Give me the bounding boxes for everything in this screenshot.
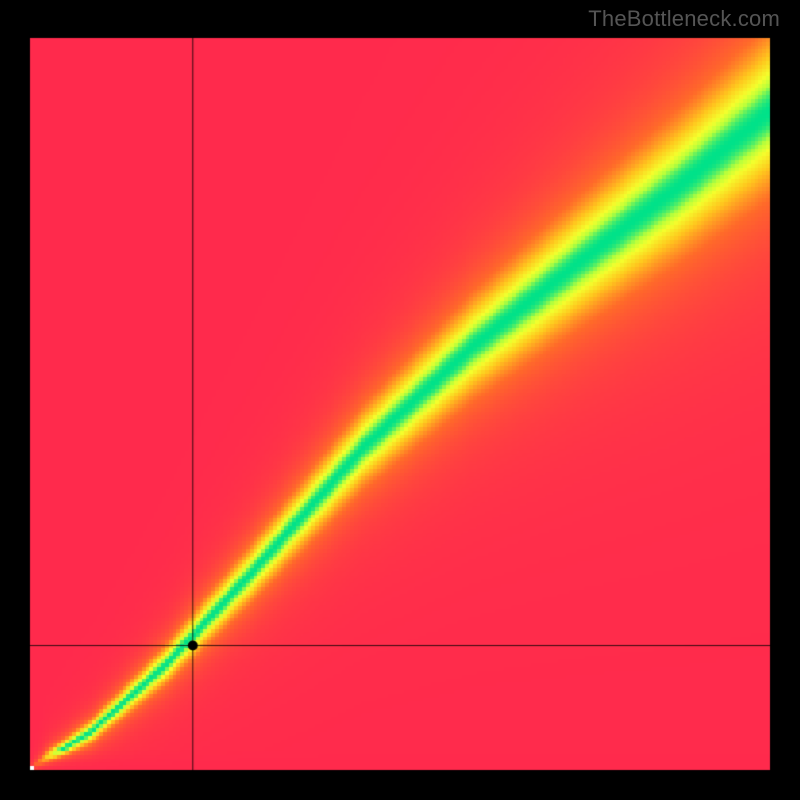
figure-container: TheBottleneck.com bbox=[0, 0, 800, 800]
source-watermark: TheBottleneck.com bbox=[588, 6, 780, 32]
bottleneck-heatmap bbox=[0, 0, 800, 800]
